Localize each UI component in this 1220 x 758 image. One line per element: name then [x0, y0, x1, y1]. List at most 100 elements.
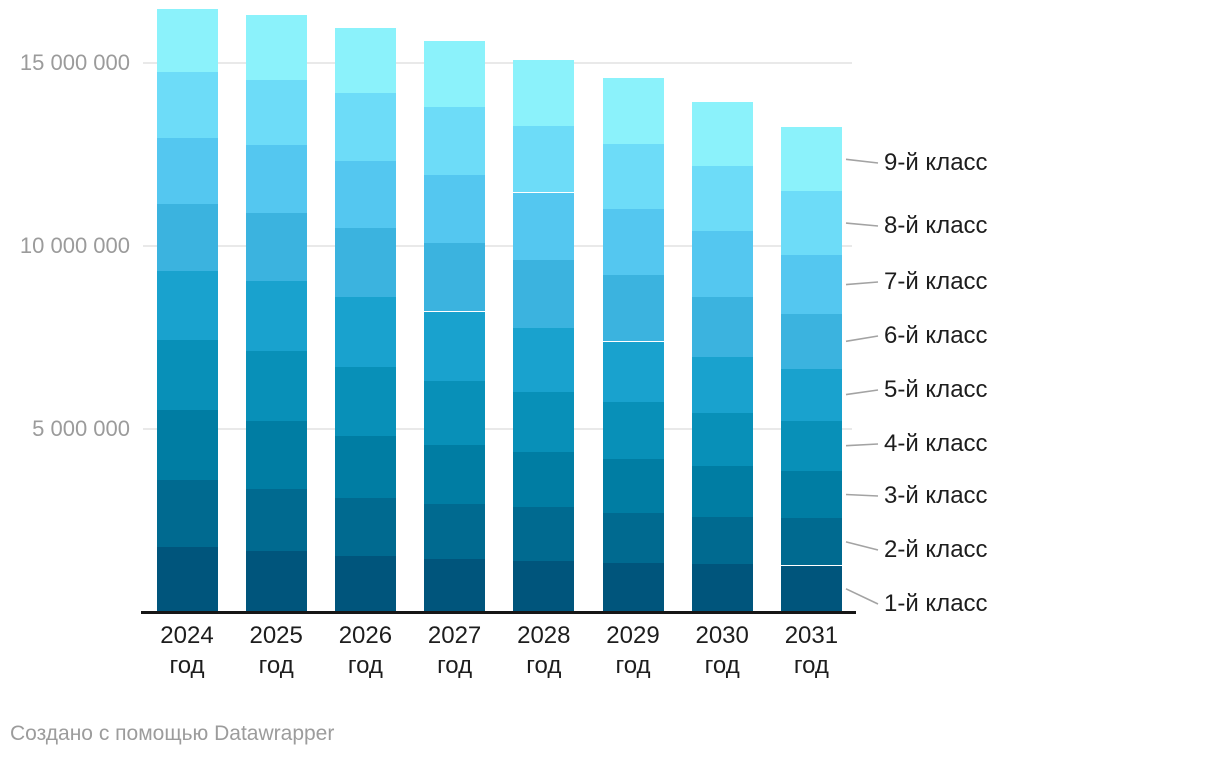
- legend-label-8-й класс: 8-й класс: [884, 212, 988, 239]
- bar-segment-7-й класс-2028[interactable]: [513, 192, 575, 260]
- bar-segment-8-й класс-2028[interactable]: [513, 126, 575, 193]
- bar-segment-6-й класс-2026[interactable]: [334, 228, 396, 297]
- bar-segment-9-й класс-2030[interactable]: [691, 102, 753, 166]
- bar-segment-1-й класс-2026[interactable]: [334, 555, 396, 612]
- bar-segment-2-й класс-2029[interactable]: [602, 512, 664, 563]
- legend-label-9-й класс: 9-й класс: [884, 149, 988, 176]
- legend-leader-line: [845, 541, 879, 551]
- legend-label-4-й класс: 4-й класс: [884, 430, 988, 457]
- bar-segment-7-й класс-2024[interactable]: [156, 137, 218, 204]
- bar-segment-1-й класс-2027[interactable]: [424, 559, 486, 612]
- bar-segment-2-й класс-2027[interactable]: [424, 504, 486, 560]
- bar-segment-9-й класс-2028[interactable]: [513, 60, 575, 127]
- bar-segment-8-й класс-2030[interactable]: [691, 165, 753, 231]
- legend-leader-line: [845, 281, 879, 286]
- legend-leader-line: [845, 389, 879, 396]
- x-axis-label-2025: 2025 год: [249, 622, 303, 679]
- bar-segment-7-й класс-2026[interactable]: [334, 160, 396, 228]
- bar-segment-2-й класс-2024[interactable]: [156, 479, 218, 548]
- bar-segment-5-й класс-2026[interactable]: [334, 296, 396, 368]
- bar-segment-8-й класс-2025[interactable]: [245, 80, 307, 146]
- bar-segment-8-й класс-2026[interactable]: [334, 93, 396, 161]
- legend-label-7-й класс: 7-й класс: [884, 268, 988, 295]
- bar-segment-2-й класс-2028[interactable]: [513, 507, 575, 561]
- bar-segment-5-й класс-2025[interactable]: [245, 281, 307, 351]
- bar-segment-8-й класс-2027[interactable]: [424, 107, 486, 176]
- bar-segment-7-й класс-2030[interactable]: [691, 231, 753, 297]
- bar-segment-6-й класс-2027[interactable]: [424, 242, 486, 312]
- bar-segment-7-й класс-2031[interactable]: [780, 255, 842, 314]
- legend-leader-line: [845, 443, 879, 447]
- bar-segment-9-й класс-2026[interactable]: [334, 27, 396, 94]
- bar-segment-4-й класс-2028[interactable]: [513, 392, 575, 453]
- bar-segment-3-й класс-2030[interactable]: [691, 465, 753, 517]
- bar-segment-7-й класс-2025[interactable]: [245, 145, 307, 213]
- legend-leader-line: [845, 158, 879, 164]
- gridline-15m: [143, 62, 852, 64]
- footer-credit[interactable]: Создано с помощью Datawrapper: [10, 722, 335, 745]
- bar-segment-5-й класс-2030[interactable]: [691, 356, 753, 413]
- bar-segment-8-й класс-2029[interactable]: [602, 143, 664, 209]
- bar-segment-6-й класс-2028[interactable]: [513, 259, 575, 328]
- bar-segment-5-й класс-2031[interactable]: [780, 368, 842, 421]
- x-axis-label-2027: 2027 год: [427, 622, 482, 679]
- y-axis-tick-label: 15 000 000: [19, 50, 130, 75]
- bar-segment-5-й класс-2024[interactable]: [156, 270, 218, 340]
- bar-segment-3-й класс-2025[interactable]: [245, 420, 307, 489]
- bar-segment-3-й класс-2024[interactable]: [156, 410, 218, 480]
- x-axis-label-2030: 2030 год: [695, 622, 749, 679]
- bar-segment-3-й класс-2026[interactable]: [334, 436, 396, 499]
- bar-segment-1-й класс-2029[interactable]: [602, 562, 664, 612]
- bar-segment-7-й класс-2027[interactable]: [424, 175, 486, 243]
- bar-segment-7-й класс-2029[interactable]: [602, 208, 664, 276]
- bar-segment-5-й класс-2028[interactable]: [513, 328, 575, 393]
- bar-segment-3-й класс-2031[interactable]: [780, 470, 842, 519]
- bar-segment-1-й класс-2024[interactable]: [156, 547, 218, 612]
- bar-segment-2-й класс-2031[interactable]: [780, 518, 842, 566]
- bar-segment-6-й класс-2031[interactable]: [780, 314, 842, 369]
- bar-segment-6-й класс-2024[interactable]: [156, 203, 218, 271]
- bar-segment-8-й класс-2024[interactable]: [156, 71, 218, 138]
- bar-segment-4-й класс-2024[interactable]: [156, 339, 218, 410]
- legend-leader-line: [845, 493, 879, 497]
- y-axis-tick-label: 10 000 000: [19, 233, 130, 258]
- bar-segment-5-й класс-2027[interactable]: [424, 311, 486, 381]
- bar-segment-9-й класс-2024[interactable]: [156, 8, 218, 72]
- bar-segment-4-й класс-2025[interactable]: [245, 350, 307, 421]
- bar-segment-5-й класс-2029[interactable]: [602, 341, 664, 403]
- legend-label-6-й класс: 6-й класс: [884, 322, 988, 349]
- bar-segment-1-й класс-2030[interactable]: [691, 563, 753, 612]
- legend-label-3-й класс: 3-й класс: [884, 482, 988, 509]
- legend-label-5-й класс: 5-й класс: [884, 376, 988, 403]
- bar-segment-1-й класс-2025[interactable]: [245, 551, 307, 612]
- bar-segment-2-й класс-2030[interactable]: [691, 516, 753, 564]
- bar-segment-4-й класс-2026[interactable]: [334, 367, 396, 436]
- legend-leader-line: [845, 222, 879, 227]
- bar-segment-3-й класс-2029[interactable]: [602, 459, 664, 513]
- bar-segment-9-й класс-2025[interactable]: [245, 14, 307, 81]
- bar-segment-9-й класс-2029[interactable]: [602, 78, 664, 144]
- x-axis-label-2031: 2031 год: [784, 622, 839, 679]
- bar-segment-6-й класс-2030[interactable]: [691, 296, 753, 357]
- bar-segment-2-й класс-2026[interactable]: [334, 498, 396, 556]
- legend-label-2-й класс: 2-й класс: [884, 536, 988, 563]
- bar-segment-4-й класс-2030[interactable]: [691, 412, 753, 466]
- bar-segment-6-й класс-2025[interactable]: [245, 213, 307, 282]
- legend-label-1-й класс: 1-й класс: [884, 590, 988, 617]
- bar-segment-4-й класс-2029[interactable]: [602, 402, 664, 459]
- bar-segment-8-й класс-2031[interactable]: [780, 191, 842, 256]
- bar-segment-9-й класс-2031[interactable]: [780, 127, 842, 192]
- bar-segment-9-й класс-2027[interactable]: [424, 41, 486, 108]
- bar-segment-4-й класс-2031[interactable]: [780, 420, 842, 471]
- bar-segment-4-й класс-2027[interactable]: [424, 380, 486, 446]
- bar-segment-1-й класс-2028[interactable]: [513, 560, 575, 612]
- x-axis-label-2028: 2028 год: [517, 622, 571, 679]
- legend-leader-line: [845, 335, 879, 343]
- bar-segment-6-й класс-2029[interactable]: [602, 275, 664, 342]
- bar-segment-3-й класс-2028[interactable]: [513, 452, 575, 508]
- bar-segment-1-й класс-2031[interactable]: [780, 565, 842, 612]
- bar-segment-3-й класс-2027[interactable]: [424, 445, 486, 505]
- x-axis-line: [141, 611, 856, 614]
- bar-segment-2-й класс-2025[interactable]: [245, 489, 307, 552]
